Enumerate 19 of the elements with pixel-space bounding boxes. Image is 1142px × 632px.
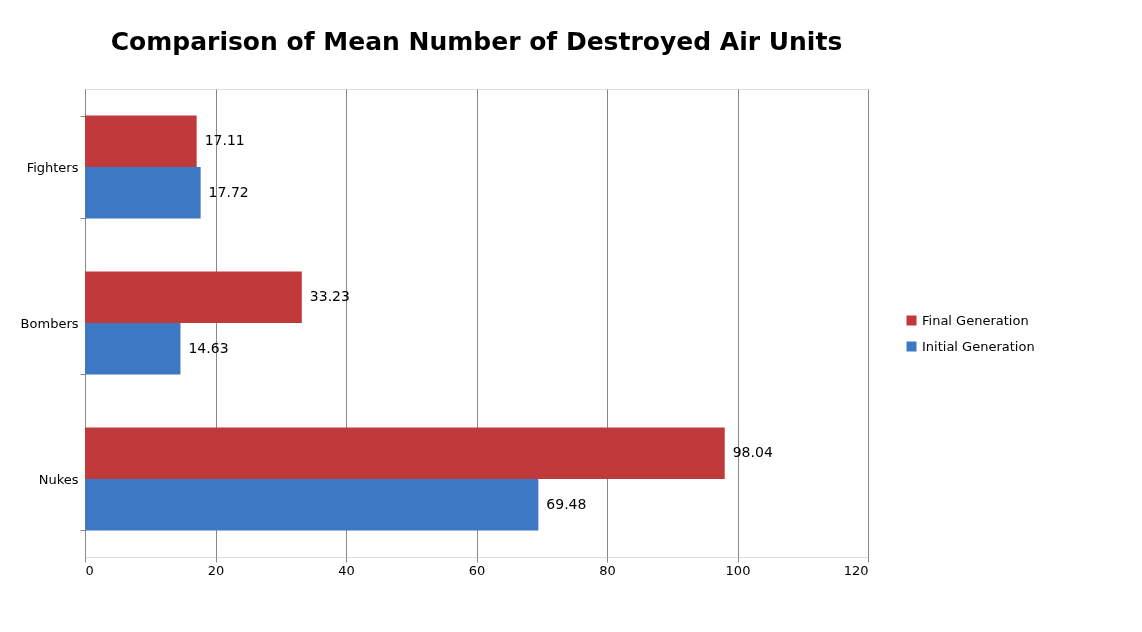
x-tick-label: 80 <box>599 562 616 578</box>
y-tick-label: Nukes <box>38 471 79 487</box>
legend-label: Initial Generation <box>922 338 1035 354</box>
data-label: 98.04 <box>732 444 773 461</box>
y-tick-label: Bombers <box>20 315 79 331</box>
x-tick-label: 60 <box>468 562 486 578</box>
chart-title: Comparison of Mean Number of Destroyed Air Units <box>110 27 843 56</box>
data-label: 33.23 <box>309 288 350 305</box>
x-tick-label: 100 <box>725 562 751 578</box>
data-label: 69.48 <box>546 495 587 512</box>
data-label: 17.11 <box>204 132 245 149</box>
x-tick-label: 40 <box>338 562 355 578</box>
data-label: 14.63 <box>188 339 229 356</box>
x-tick-label: 20 <box>207 562 225 578</box>
data-label: 17.72 <box>208 183 249 200</box>
x-tick-label: 120 <box>843 562 869 578</box>
y-tick-label: Fighters <box>26 159 79 175</box>
legend-label: Final Generation <box>922 312 1029 328</box>
x-tick-label: 0 <box>85 562 94 578</box>
